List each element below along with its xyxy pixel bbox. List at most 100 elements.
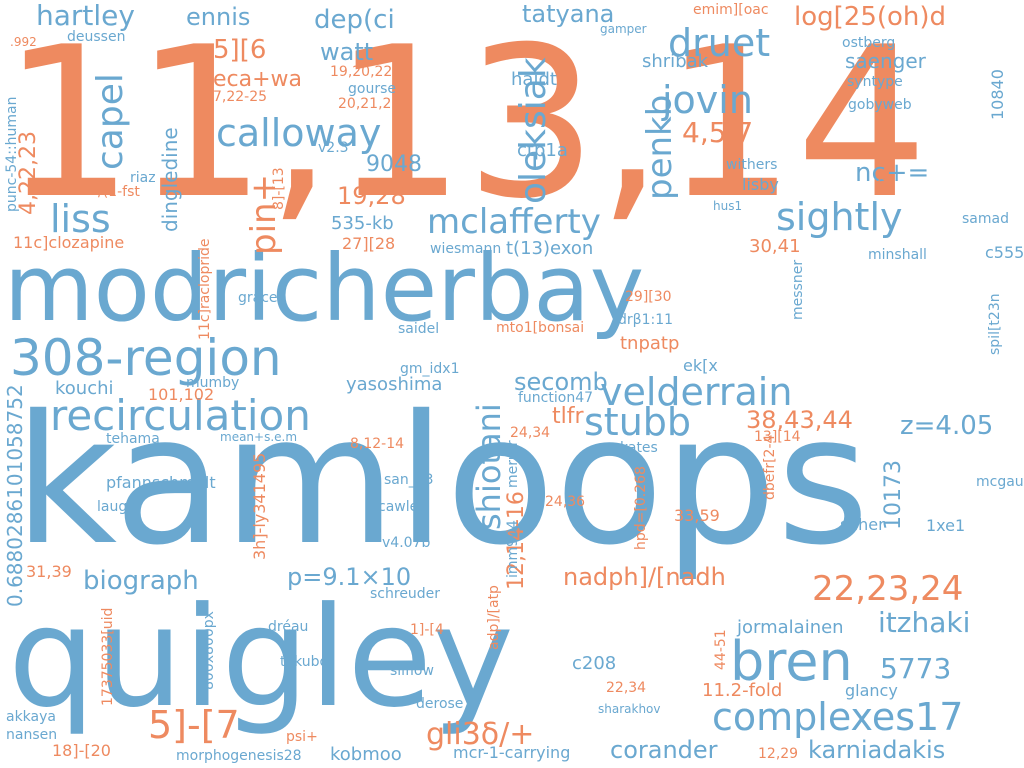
cloud-word: cawley	[378, 499, 427, 515]
cloud-word: spil[t23n	[987, 293, 1003, 355]
cloud-word: 5][6	[213, 35, 266, 65]
cloud-word: 23,36,37	[877, 123, 893, 185]
cloud-word: shribak	[642, 51, 709, 72]
cloud-word: ek[x	[683, 356, 718, 375]
cloud-word: san_63	[384, 472, 434, 488]
cloud-word: glancy	[845, 681, 898, 700]
cloud-word: messner	[790, 260, 806, 320]
cloud-word: gm_idx1	[400, 361, 460, 377]
cloud-word: jormalainen	[736, 617, 844, 638]
cloud-word: 4,22,23	[16, 131, 41, 215]
cloud-word: yasoshima	[346, 374, 442, 395]
cloud-word: mclafferty	[427, 202, 601, 242]
cloud-word: corander	[610, 736, 718, 764]
cloud-word: tatyana	[522, 0, 614, 28]
cloud-word: 11c]clozapine	[13, 233, 124, 252]
cloud-word: 11,13,14	[2, 3, 928, 245]
cloud-word: 29][30	[625, 289, 672, 305]
cloud-word: 31,39	[26, 562, 72, 581]
cloud-word: 101,102	[148, 385, 214, 404]
cloud-word: minshall	[868, 247, 927, 263]
cloud-word: 0.6880286101058752	[3, 384, 27, 607]
cloud-word: 12,29	[758, 746, 798, 762]
cloud-word: gli3δ/+	[426, 717, 534, 752]
cloud-word: watt	[320, 38, 373, 66]
cloud-word: 30,41	[749, 236, 801, 257]
cloud-word: ostberg	[842, 35, 895, 51]
cloud-word: lauga	[97, 499, 136, 515]
cloud-word: gobyweb	[848, 97, 912, 113]
cloud-word: modricherbay	[4, 235, 644, 342]
cloud-word: 38,43,44	[746, 406, 853, 434]
cloud-word: withers	[726, 157, 777, 173]
cloud-word: imm904	[505, 520, 521, 578]
cloud-word: pin+	[244, 174, 284, 255]
cloud-word: 17375033[uid	[100, 608, 116, 706]
cloud-word: capel	[90, 73, 131, 170]
cloud-word: hpd=[0.268	[633, 466, 649, 550]
cloud-word: hus1	[713, 199, 742, 213]
cloud-word: 5773	[880, 652, 951, 685]
cloud-word: complexes17	[712, 695, 963, 739]
cloud-word: 12,14-16	[504, 491, 529, 590]
cloud-word: ctp1a	[517, 140, 568, 161]
cloud-word: gourse	[348, 81, 396, 97]
cloud-word: 18]-[20	[52, 741, 111, 760]
cloud-word: riaz	[130, 170, 156, 186]
cloud-word: kamloops	[14, 377, 869, 584]
cloud-word: psi+	[286, 729, 318, 745]
cloud-word: biograph	[83, 566, 199, 596]
cloud-word: recirculation	[50, 391, 311, 440]
cloud-word: c555	[985, 243, 1024, 262]
cloud-word: emim][oac	[693, 2, 769, 18]
cloud-word: secomb	[514, 368, 608, 396]
cloud-word: hartley	[36, 0, 135, 32]
cloud-word: takubo	[280, 654, 328, 670]
cloud-word: lisby	[742, 175, 779, 194]
cloud-word: kouchi	[55, 378, 114, 399]
cloud-word: 24,34	[510, 425, 550, 441]
cloud-word: sharakhov	[598, 702, 661, 716]
cloud-word: 19,20,22	[330, 64, 392, 80]
cloud-word: gracey	[238, 290, 286, 306]
cloud-word: nadph]/[nadh	[563, 563, 726, 591]
cloud-word: 27][28	[342, 234, 395, 253]
cloud-word: 800x800px	[201, 611, 217, 690]
cloud-word: saidel	[398, 321, 439, 337]
cloud-word: itzhaki	[878, 606, 970, 639]
cloud-word: mean+s.e.m	[220, 430, 297, 444]
cloud-word: liss	[50, 197, 111, 241]
cloud-word: kates	[620, 440, 658, 456]
cloud-word: pfannschmidt	[106, 473, 216, 492]
cloud-word: 19,28	[337, 182, 406, 210]
cloud-word: stubb	[584, 400, 691, 444]
cloud-word: silflow	[390, 663, 434, 679]
cloud-word: .992	[10, 35, 37, 49]
cloud-word: 7,22-25	[213, 89, 267, 105]
cloud-word: samad	[962, 211, 1009, 227]
cloud-word: schreuder	[370, 586, 440, 602]
cloud-word: 3h]-ly341495	[250, 453, 269, 560]
cloud-word: penkb	[640, 95, 680, 200]
cloud-word: calloway	[216, 111, 381, 155]
cloud-word: tehama	[106, 431, 160, 447]
cloud-word: bren	[730, 630, 853, 693]
cloud-word: druet	[668, 21, 770, 65]
cloud-word: t(13)exon	[506, 238, 593, 259]
cloud-word: log[25(oh)d	[794, 2, 946, 32]
cloud-word: wiesmann	[430, 241, 501, 257]
cloud-word: mto1[bonsai	[496, 320, 584, 336]
cloud-word: jovin	[661, 78, 753, 122]
cloud-word: 44-51	[713, 629, 729, 670]
cloud-word: mcr-1-carrying	[453, 743, 570, 762]
cloud-word: /(1-fst	[98, 184, 140, 200]
cloud-word: mcgaugh	[976, 474, 1024, 490]
cloud-word: tnpatp	[620, 333, 679, 354]
cloud-word: gamper	[600, 22, 647, 36]
cloud-word: dréau	[268, 619, 308, 635]
cloud-word: 1]-[4	[410, 622, 444, 638]
cloud-word: ennis	[186, 3, 250, 31]
cloud-word: 535-kb	[331, 213, 394, 234]
cloud-word: 8]-[13	[271, 167, 287, 210]
